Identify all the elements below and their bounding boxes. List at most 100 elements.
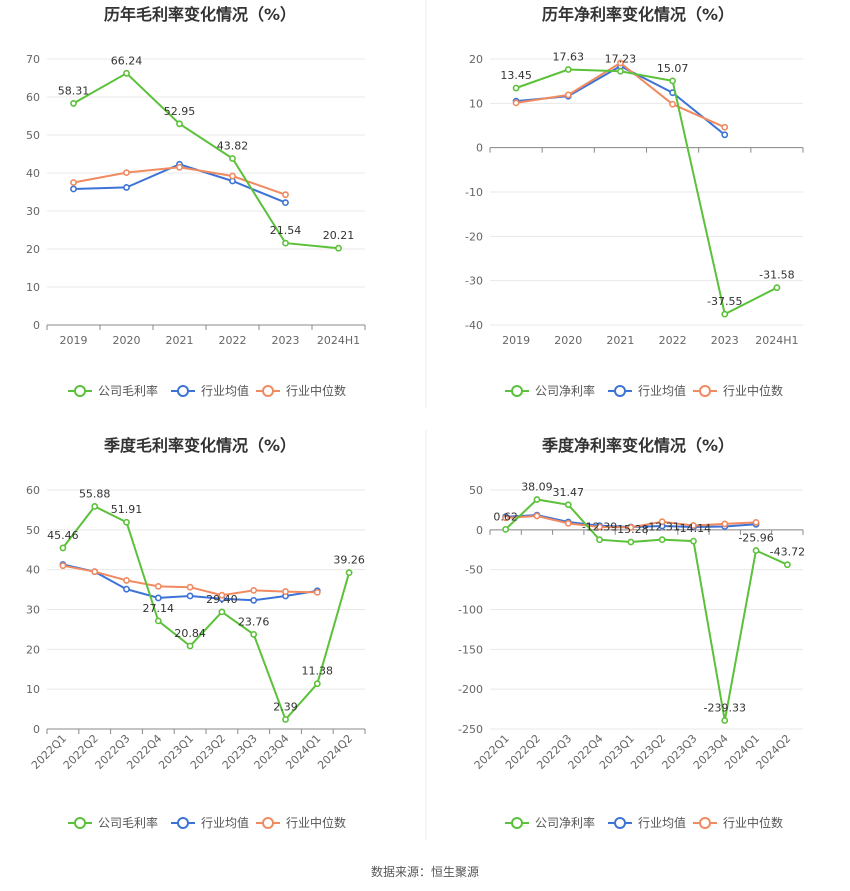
data-label: 29.40 [206,593,238,606]
legend-marker [699,385,711,397]
data-point-company [250,630,258,638]
y-tick-label: 0 [33,319,40,332]
legend-marker [177,385,189,397]
data-label: 43.82 [217,139,249,152]
data-point-median [690,522,697,529]
data-label: 21.54 [270,224,302,237]
data-point-median [627,524,635,531]
legend-label: 公司毛利率 [98,383,158,398]
data-source-note: 数据来源：恒生聚源 [371,864,479,879]
legend-marker [614,385,626,397]
y-tick-label: -30 [465,275,483,288]
data-point-company [282,239,289,247]
data-point-median [564,91,572,99]
series-line-company [504,498,788,721]
data-point-avg [186,592,194,600]
data-point-company [721,717,729,724]
data-point-company [91,503,99,510]
data-label: -12.39 [582,521,617,534]
y-tick-label: 10 [26,683,40,696]
legend-marker [511,385,523,397]
data-point-median [229,172,236,180]
data-point-company [345,569,353,577]
chart-panel-1: 历年毛利率变化情况（%） 0 10 20 30 40 50 60 70 2019 2020 2021 2… [26,5,366,398]
data-point-avg [250,596,258,604]
data-label: 38.09 [521,480,553,493]
data-point-company [690,537,697,545]
x-tick-label: 2022 [219,334,247,347]
data-label: 11.38 [302,665,334,678]
data-point-company [669,77,676,85]
y-tick-label: -100 [458,604,483,617]
data-point-median [752,519,760,526]
series-line-company [62,505,351,722]
legend-marker [74,817,86,829]
y-tick-label: 20 [469,53,483,66]
data-point-company [617,67,624,75]
x-tick-label: 2020 [554,334,582,347]
data-point-median [176,163,183,171]
legend-marker [262,817,274,829]
data-point-company [658,536,666,544]
y-tick-label: 0 [476,524,483,537]
data-label: 2.39 [273,700,298,713]
data-point-company [186,642,194,650]
data-point-company [70,100,77,107]
legend-label: 行业中位数 [286,383,346,398]
data-point-company [59,544,67,552]
series-line-company [73,72,339,250]
data-point-median [721,123,729,131]
data-point-median [123,169,130,177]
data-point-median [123,577,130,584]
data-label: -14.14 [676,522,711,535]
legend-label: 公司净利率 [535,815,595,830]
data-label: 51.91 [111,503,143,516]
y-tick-label: 10 [469,97,483,110]
y-tick-label: 70 [26,53,40,66]
data-point-avg [282,199,289,207]
y-tick-label: -150 [458,643,483,656]
chart-title: 季度毛利率变化情况（%） [103,436,296,455]
data-label: -239.33 [704,701,746,714]
data-point-company [773,284,781,292]
legend-label: 公司毛利率 [98,815,158,830]
x-tick-label: 2021 [606,334,634,347]
legend-item-avg: 行业均值 [608,815,686,830]
data-point-median [617,59,624,67]
legend-item-avg: 行业均值 [171,383,249,398]
legend-item-median: 行业中位数 [693,815,783,830]
y-tick-label: 0 [33,723,40,736]
x-tick-label: 2022 [659,334,687,347]
data-label: 23.76 [238,615,270,628]
x-tick-label: 2024H1 [755,334,798,347]
data-label: 0.62 [493,510,518,523]
x-tick-label: 2023 [711,334,739,347]
x-tick-label: 2023 [272,334,300,347]
data-point-median [564,519,572,527]
data-point-company [783,561,791,569]
legend-marker [511,817,523,829]
data-label: 31.47 [553,486,585,499]
data-label: -12.31 [644,521,679,534]
x-tick-label: 2021 [166,334,194,347]
data-point-company [123,518,130,526]
data-label: -15.28 [613,523,648,536]
chart-panel-4: 季度净利率变化情况（%）-250-200-150-100-500502022Q1… [458,436,805,830]
data-point-company [282,716,289,723]
x-tick-label: 2024Q2 [753,732,793,772]
data-label: 52.95 [164,105,196,118]
data-point-avg [154,594,162,602]
data-point-median [533,512,541,520]
data-label: -25.96 [738,532,773,545]
legend-item-company: 公司净利率 [505,383,595,398]
data-point-company [218,608,226,616]
chart-panel-2: 历年净利率变化情况（%） -40 -30 -20 -10 0 10 20 2019 2020 202… [465,5,804,398]
x-tick-label: 2024Q2 [315,732,355,772]
y-tick-label: 50 [26,129,40,142]
legend-label: 行业均值 [201,383,249,398]
data-point-avg [721,131,729,139]
data-point-company [176,120,183,128]
data-point-median [658,518,666,526]
y-tick-label: 40 [26,167,40,180]
data-point-company [502,525,510,533]
